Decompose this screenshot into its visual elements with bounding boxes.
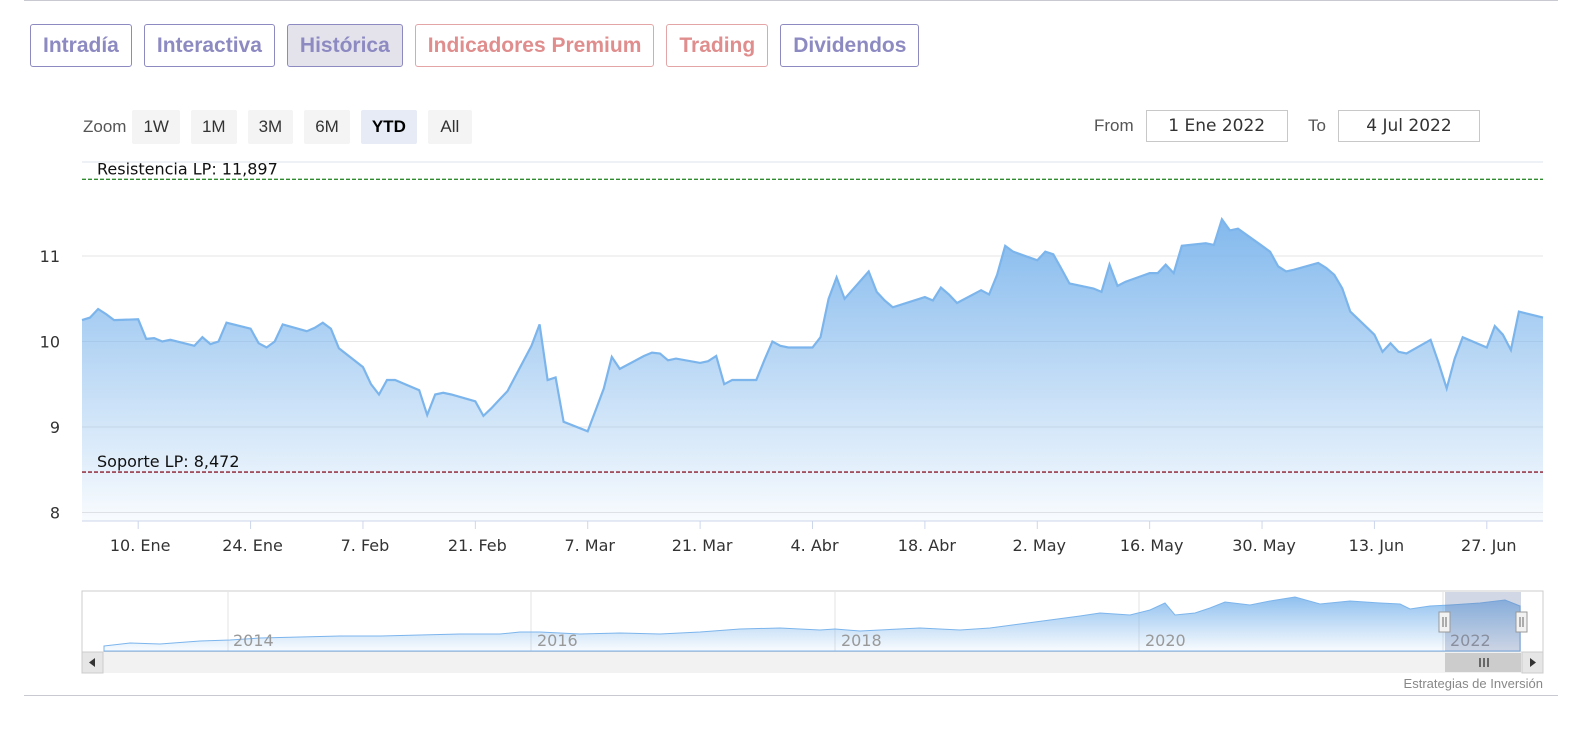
zoom-all-button[interactable]: All bbox=[427, 110, 472, 144]
zoom-3m-button[interactable]: 3M bbox=[247, 110, 294, 144]
navigator-right-handle[interactable] bbox=[1515, 611, 1528, 633]
price-area bbox=[82, 219, 1543, 522]
x-tick-label: 16. May bbox=[1120, 536, 1184, 555]
triangle-left-icon bbox=[89, 658, 95, 667]
to-label: To bbox=[1308, 116, 1326, 135]
from-date-input[interactable]: 1 Ene 2022 bbox=[1145, 110, 1288, 142]
chart-type-tabs: Intradía Interactiva Histórica Indicador… bbox=[30, 24, 920, 67]
navigator-year-label: 2016 bbox=[537, 631, 578, 650]
tab-interactiva[interactable]: Interactiva bbox=[143, 24, 275, 67]
navigator-year-label: 2020 bbox=[1145, 631, 1186, 650]
x-tick-label: 21. Mar bbox=[672, 536, 733, 555]
top-divider bbox=[24, 0, 1558, 1]
y-tick-label: 11 bbox=[40, 247, 60, 266]
navigator-selected-range[interactable] bbox=[1445, 592, 1521, 651]
navigator-left-handle[interactable] bbox=[1438, 611, 1451, 633]
zoom-1m-button[interactable]: 1M bbox=[190, 110, 237, 144]
scrollbar bbox=[81, 651, 1544, 674]
x-tick-label: 30. May bbox=[1232, 536, 1296, 555]
x-tick-label: 24. Ene bbox=[222, 536, 283, 555]
x-tick-label: 27. Jun bbox=[1461, 536, 1517, 555]
tab-indicadores-premium[interactable]: Indicadores Premium bbox=[414, 24, 655, 67]
tab-intradia[interactable]: Intradía bbox=[30, 24, 132, 67]
x-tick-label: 13. Jun bbox=[1349, 536, 1405, 555]
y-tick-label: 8 bbox=[50, 503, 60, 522]
bottom-divider bbox=[24, 695, 1558, 696]
tab-trading[interactable]: Trading bbox=[666, 24, 769, 67]
x-tick-label: 18. Abr bbox=[898, 536, 957, 555]
x-tick-label: 2. May bbox=[1013, 536, 1066, 555]
navigator-year-label: 2014 bbox=[233, 631, 274, 650]
x-tick-label: 4. Abr bbox=[790, 536, 838, 555]
navigator-area bbox=[103, 596, 1521, 652]
price-line bbox=[81, 216, 1544, 433]
scroll-left-button[interactable] bbox=[81, 651, 104, 674]
navigator-year-label: 2022 bbox=[1450, 631, 1491, 650]
zoom-label: Zoom bbox=[83, 117, 127, 136]
tab-historica[interactable]: Histórica bbox=[286, 24, 403, 67]
chart-credits[interactable]: Estrategias de Inversión bbox=[1403, 676, 1543, 691]
x-tick-label: 21. Feb bbox=[448, 536, 507, 555]
scrollbar-track[interactable] bbox=[82, 652, 1543, 673]
zoom-1w-button[interactable]: 1W bbox=[132, 110, 180, 144]
from-label: From bbox=[1094, 116, 1134, 135]
x-tick-label: 10. Ene bbox=[110, 536, 171, 555]
scrollbar-thumb[interactable] bbox=[1445, 653, 1521, 672]
support-label: Soporte LP: 8,472 bbox=[97, 452, 240, 471]
navigator-year-label: 2018 bbox=[841, 631, 882, 650]
y-tick-label: 9 bbox=[50, 418, 60, 437]
zoom-ytd-button[interactable]: YTD bbox=[360, 110, 417, 144]
triangle-right-icon bbox=[1530, 658, 1536, 667]
to-date-input[interactable]: 4 Jul 2022 bbox=[1337, 110, 1480, 142]
zoom-selector: Zoom 1W 1M 3M 6M YTD All bbox=[83, 110, 483, 144]
resistance-label: Resistencia LP: 11,897 bbox=[97, 159, 278, 178]
date-range-to: To 4 Jul 2022 bbox=[1308, 110, 1480, 142]
y-tick-label: 10 bbox=[40, 333, 60, 352]
scroll-right-button[interactable] bbox=[1521, 651, 1544, 674]
zoom-6m-button[interactable]: 6M bbox=[304, 110, 350, 144]
navigator: 2014 2016 2018 2020 2022 bbox=[81, 590, 1544, 653]
x-tick-label: 7. Feb bbox=[341, 536, 390, 555]
date-range-from: From 1 Ene 2022 bbox=[1094, 110, 1288, 142]
grip-lines-icon bbox=[1479, 658, 1489, 667]
x-tick-label: 7. Mar bbox=[564, 536, 615, 555]
tab-dividendos[interactable]: Dividendos bbox=[780, 24, 920, 67]
